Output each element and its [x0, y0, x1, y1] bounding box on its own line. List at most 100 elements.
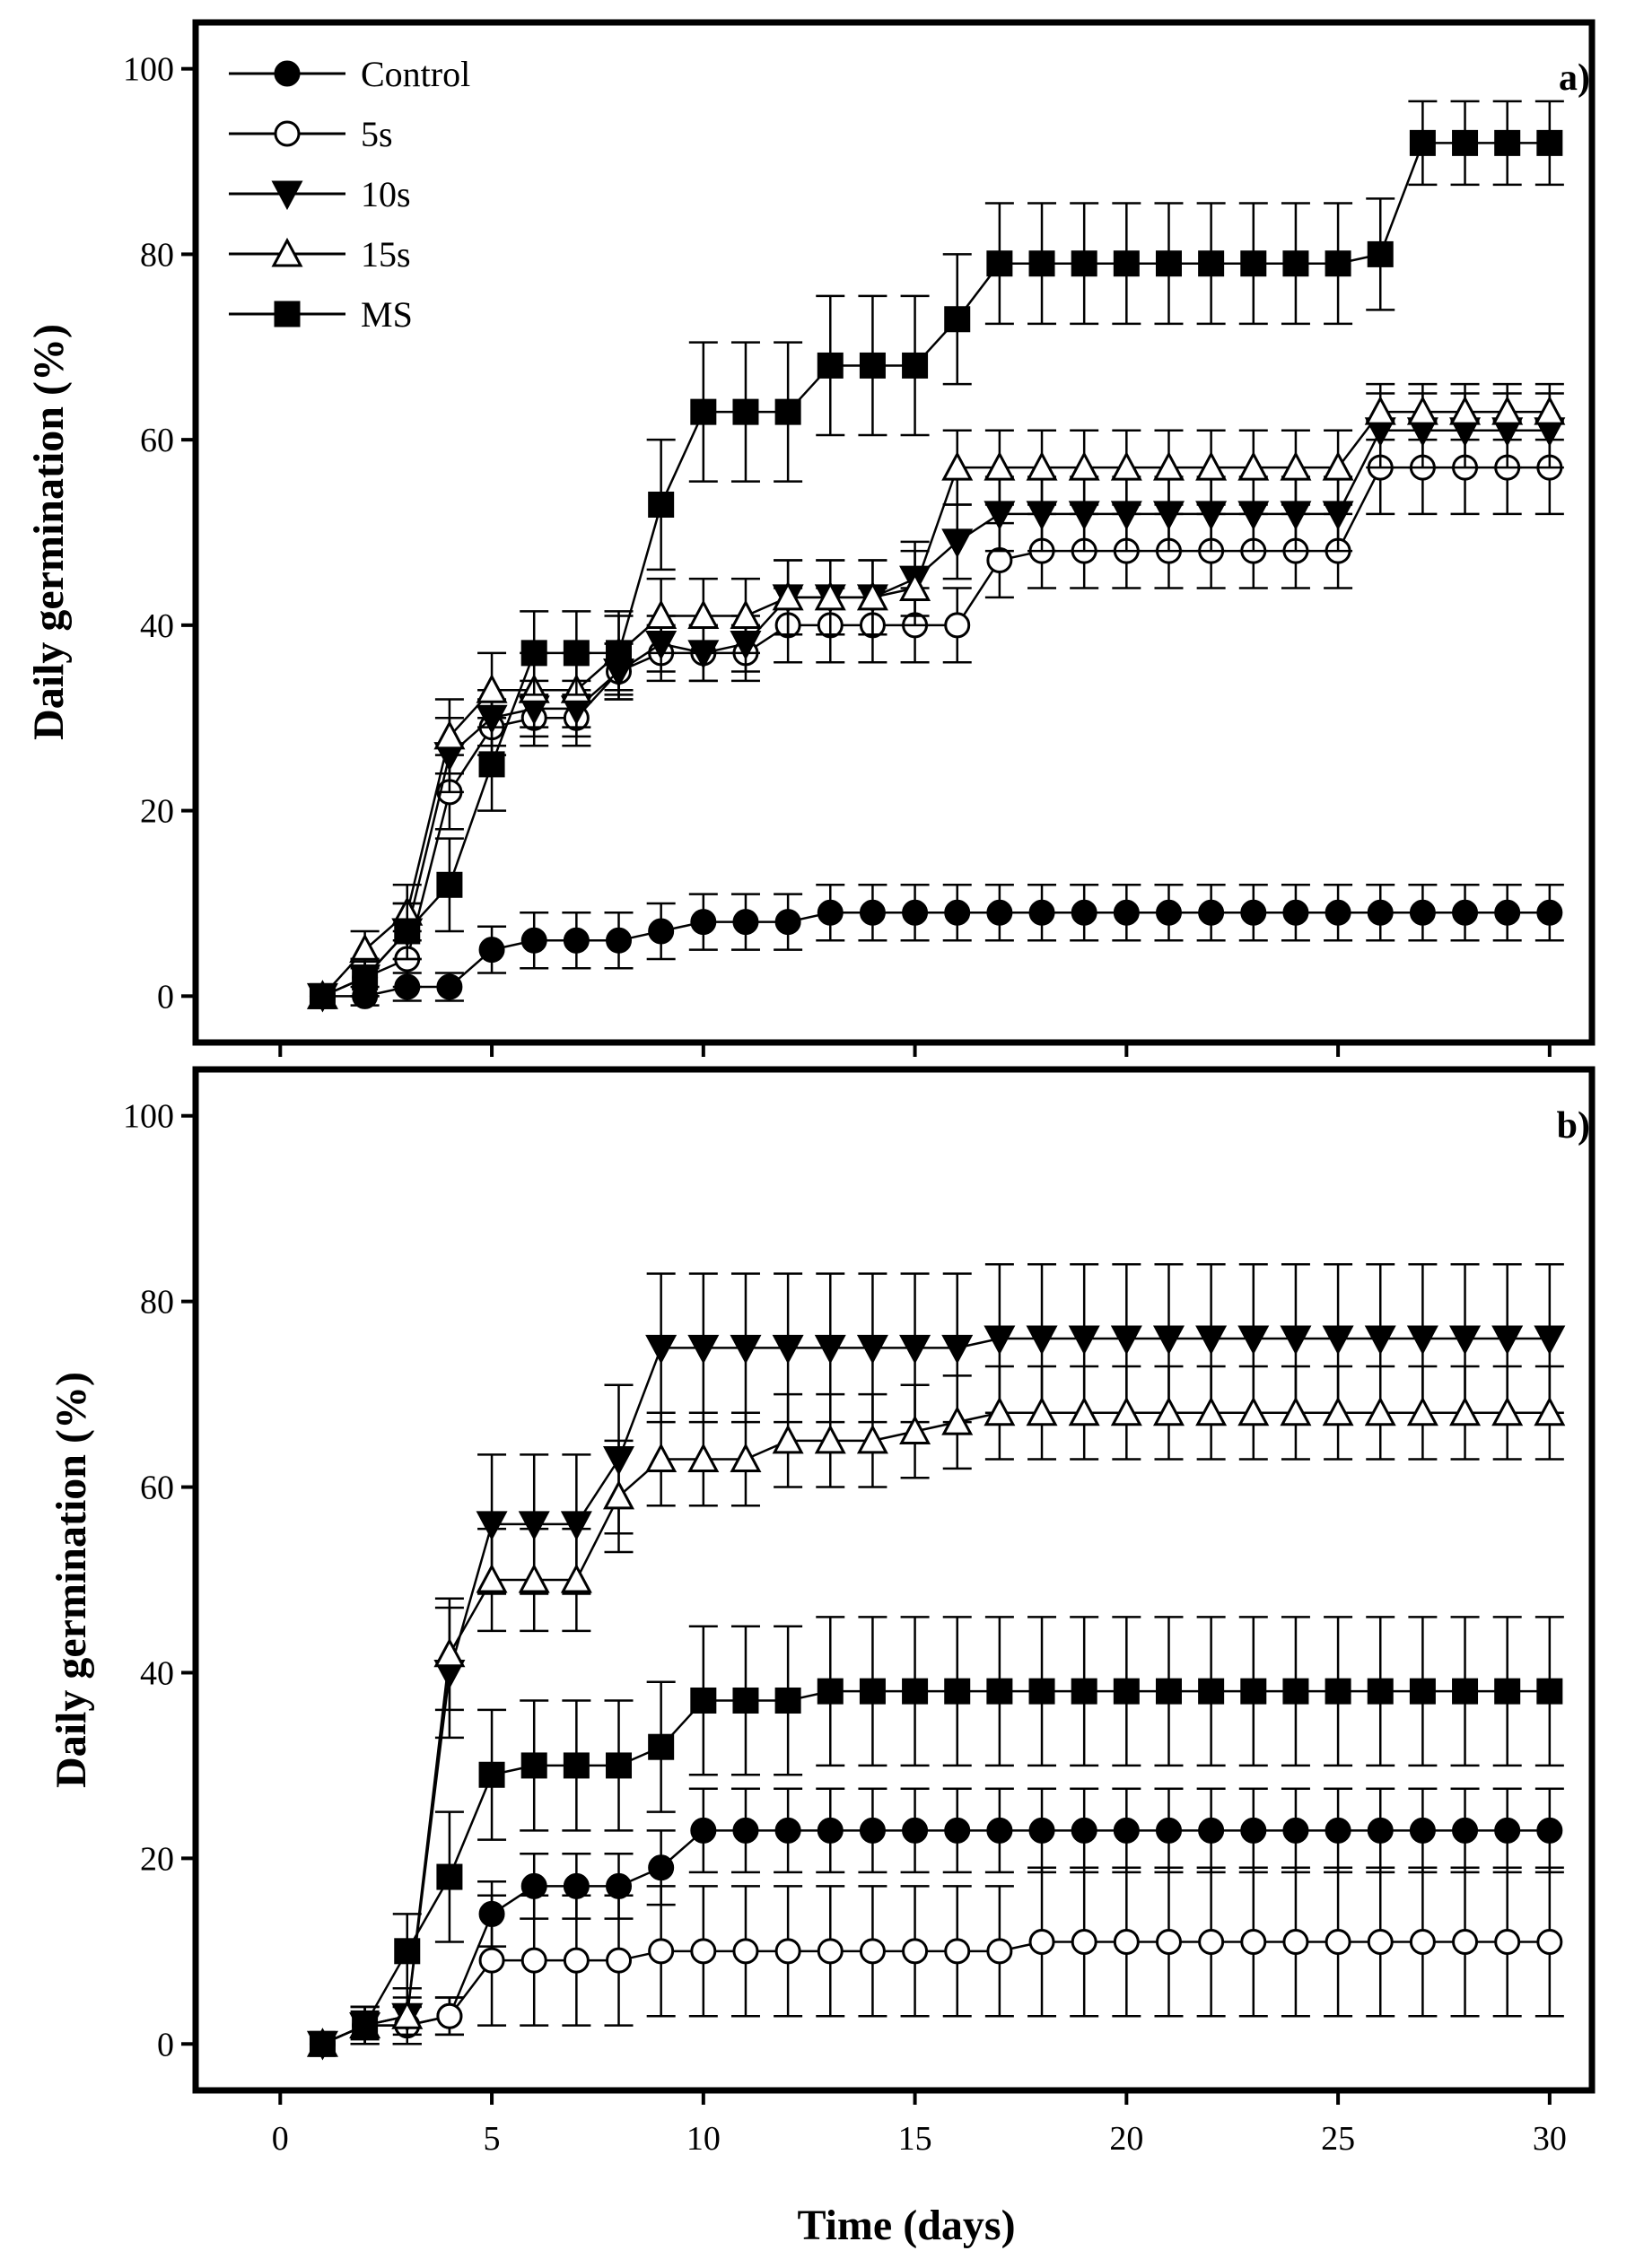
data-point-control — [1198, 1817, 1225, 1844]
data-point-15s — [814, 580, 846, 611]
data-point-control — [1028, 899, 1055, 926]
data-point-ms — [648, 491, 675, 518]
data-point-5s — [563, 1947, 590, 1974]
data-point-ms — [1240, 250, 1267, 277]
panel-b-frame — [192, 1066, 1596, 2094]
data-point-control — [774, 909, 801, 936]
data-point-15s — [730, 1443, 762, 1473]
data-point-ms — [690, 1687, 717, 1714]
data-point-5s — [1325, 1928, 1351, 1955]
data-point-5s — [817, 1938, 844, 1965]
data-point-15s — [1406, 1396, 1438, 1426]
data-point-control — [1240, 1817, 1267, 1844]
data-point-control — [648, 918, 675, 945]
data-point-15s — [1449, 1396, 1482, 1426]
data-point-control — [1536, 899, 1563, 926]
legend-marker — [271, 237, 303, 267]
data-point-5s — [436, 2002, 463, 2029]
data-point-ms — [1494, 1678, 1521, 1705]
data-point-15s — [687, 1443, 720, 1473]
series-line-control — [322, 912, 1550, 998]
data-point-15s — [1195, 1396, 1228, 1426]
data-point-15s — [645, 599, 678, 630]
data-point-ms — [478, 751, 505, 778]
data-point-15s — [1152, 450, 1185, 481]
data-point-10s — [984, 1325, 1016, 1356]
data-point-5s — [1367, 1928, 1394, 1955]
data-point-10s — [899, 1334, 931, 1365]
data-point-ms — [1155, 250, 1182, 277]
y-tick-label: 100 — [123, 51, 174, 89]
data-point-ms — [817, 352, 844, 379]
legend-label: 5s — [361, 114, 393, 154]
data-point-5s — [1409, 1928, 1436, 1955]
y-axis-title-a: Daily germination (%) — [25, 324, 73, 740]
data-point-control — [1282, 1817, 1309, 1844]
data-point-ms — [944, 306, 971, 333]
data-point-15s — [984, 1396, 1016, 1426]
data-point-control — [1071, 1817, 1097, 1844]
data-point-control — [606, 927, 633, 954]
data-point-10s — [1237, 1325, 1270, 1356]
data-point-10s — [560, 1511, 592, 1541]
data-point-15s — [560, 1563, 592, 1593]
panel-b-label: b) — [1557, 1105, 1590, 1147]
data-point-15s — [1322, 1396, 1354, 1426]
x-tick-label: 5 — [484, 2120, 501, 2158]
data-point-10s — [476, 1511, 508, 1541]
data-point-ms — [1282, 1678, 1309, 1705]
data-point-5s — [1113, 1928, 1140, 1955]
series-line-15s — [321, 1411, 1550, 2046]
data-point-ms — [1536, 129, 1563, 156]
data-point-10s — [1449, 1325, 1482, 1356]
data-point-control — [1367, 899, 1394, 926]
data-point-ms — [563, 640, 590, 667]
y-tick-label: 60 — [140, 1470, 174, 1507]
data-point-control — [859, 1817, 886, 1844]
data-point-control — [817, 899, 844, 926]
data-point-ms — [1113, 250, 1140, 277]
data-point-ms — [732, 1687, 759, 1714]
legend-label: 10s — [361, 174, 411, 214]
legend-entry-10s: 10s — [229, 174, 411, 214]
data-point-15s — [1152, 1396, 1185, 1426]
data-point-5s — [986, 1938, 1013, 1965]
series-line-5s — [321, 1941, 1550, 2046]
data-point-control — [1325, 1817, 1351, 1844]
data-point-control — [902, 1817, 929, 1844]
data-point-control — [902, 899, 929, 926]
data-point-control — [1282, 899, 1309, 926]
data-point-control — [1452, 1817, 1479, 1844]
data-point-control — [436, 973, 463, 1000]
data-point-control — [690, 909, 717, 936]
data-point-ms — [774, 1687, 801, 1714]
legend-marker — [274, 120, 301, 147]
data-point-15s — [518, 1563, 550, 1593]
axis-ticks: 0 20 40 60 80 100 0 20 40 60 80 100 0 5 10 15 20 25 30 — [123, 51, 1567, 2158]
y-tick-label: 100 — [123, 1098, 174, 1136]
data-point-ms — [563, 1752, 590, 1779]
legend-label: 15s — [361, 234, 411, 275]
data-point-ms — [859, 1678, 886, 1705]
data-point-ms — [774, 398, 801, 425]
data-point-control — [648, 1854, 675, 1881]
data-point-10s — [1534, 1325, 1566, 1356]
data-point-ms — [1113, 1678, 1140, 1705]
data-point-15s — [433, 1637, 466, 1668]
y-tick-label: 60 — [140, 422, 174, 459]
series-line-ms — [321, 1689, 1550, 2046]
data-point-5s — [1494, 1928, 1521, 1955]
data-point-10s — [1195, 1325, 1228, 1356]
data-point-5s — [1198, 1928, 1225, 1955]
data-point-ms — [1367, 240, 1394, 267]
y-tick-label: 20 — [140, 793, 174, 831]
data-point-15s — [1449, 395, 1482, 425]
data-point-15s — [899, 1415, 931, 1444]
legend-label: MS — [361, 294, 413, 335]
data-point-ms — [394, 918, 421, 945]
data-point-ms — [648, 1733, 675, 1760]
data-point-15s — [1068, 450, 1100, 481]
data-point-15s — [1237, 1396, 1270, 1426]
data-point-15s — [772, 1424, 804, 1454]
data-point-control — [1536, 1817, 1563, 1844]
